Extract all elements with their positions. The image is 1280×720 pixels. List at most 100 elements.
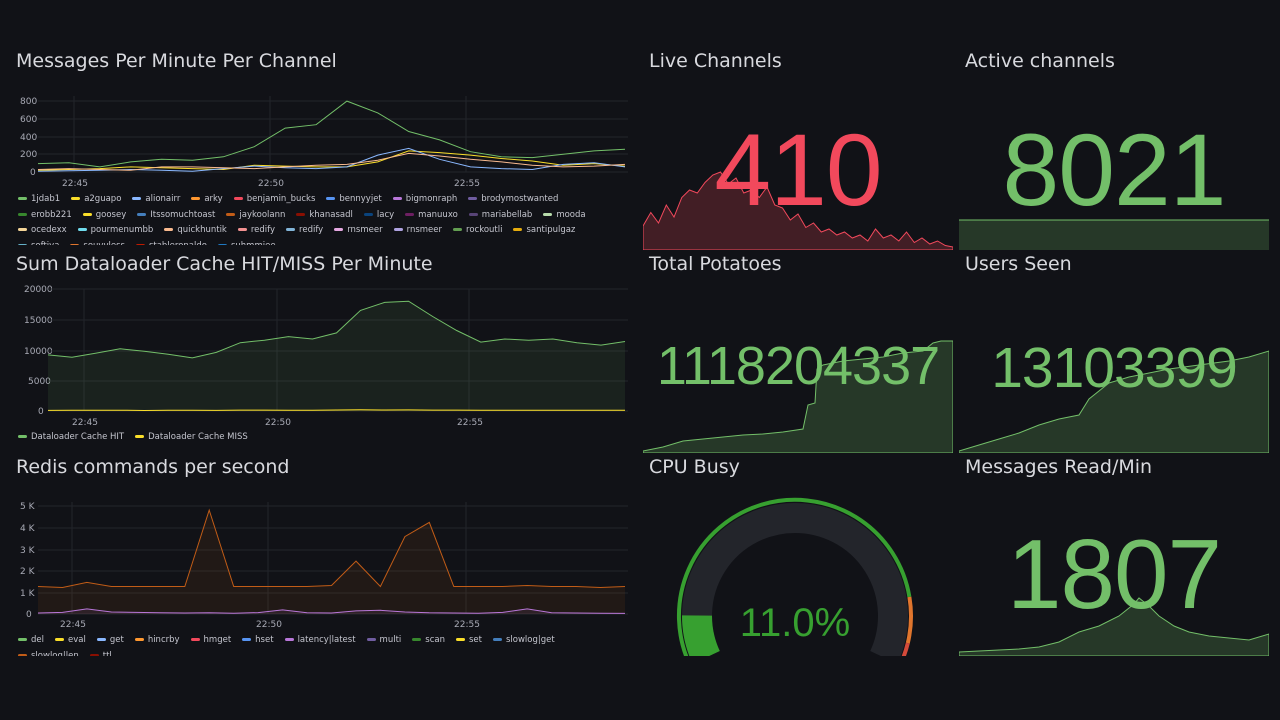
- panel-title: Messages Read/Min: [965, 456, 1153, 478]
- legend-item[interactable]: ttl: [89, 649, 112, 657]
- legend-label: redify: [299, 225, 324, 235]
- legend-item[interactable]: slowlog|len: [18, 649, 79, 656]
- legend-item[interactable]: mooda: [543, 208, 586, 224]
- y-axis: 5 K 4 K 3 K 2 K 1 K 0: [20, 502, 36, 620]
- series-line-erobb221[interactable]: [37, 100, 626, 168]
- legend-item[interactable]: rnsmeer: [334, 223, 383, 239]
- legend-item[interactable]: lacy: [363, 208, 394, 224]
- legend-item[interactable]: goosey: [82, 208, 127, 224]
- messages-chart[interactable]: 800 600 400 200 0 22:45 22:50 22:55: [10, 90, 630, 230]
- panel-title: Total Potatoes: [649, 253, 782, 275]
- legend-swatch: [18, 435, 27, 438]
- legend-label: Dataloader Cache HIT: [31, 432, 125, 442]
- legend-swatch: [334, 228, 344, 231]
- series-line-a2guapo[interactable]: [37, 150, 626, 171]
- series-line-alionairr[interactable]: [37, 147, 626, 172]
- panel-users-seen: Users Seen 13103399: [959, 253, 1269, 453]
- legend-item[interactable]: a2guapo: [71, 192, 121, 208]
- legend-swatch: [55, 638, 64, 641]
- legend-item[interactable]: ocedexx: [18, 223, 67, 239]
- legend-item[interactable]: hmget: [190, 633, 231, 649]
- legend-item[interactable]: hset: [242, 633, 274, 649]
- legend-swatch: [363, 212, 373, 216]
- legend-item[interactable]: pourmenumbb: [77, 223, 153, 239]
- legend-swatch: [137, 212, 147, 216]
- series-line-quickhuntik[interactable]: [37, 152, 626, 171]
- legend-item[interactable]: Itssomuchtoast: [137, 208, 215, 224]
- legend-item[interactable]: mariabellab: [468, 208, 532, 224]
- legend-label: brodymostwanted: [481, 194, 559, 204]
- legend-swatch: [18, 212, 27, 216]
- legend-label: ocedexx: [31, 225, 67, 235]
- legend-item[interactable]: slowlog|get: [492, 633, 555, 649]
- legend-item[interactable]: souvvless: [70, 239, 125, 245]
- legend-item[interactable]: hincrby: [134, 633, 180, 649]
- legend-item[interactable]: del: [18, 633, 44, 649]
- legend-label: suhmmiee: [231, 241, 276, 246]
- legend: 1jdab1 a2guapo alionairr arky benjamin_bucks…: [18, 192, 628, 245]
- y-tick: 15000: [24, 316, 53, 326]
- legend-label: ttl: [102, 650, 112, 657]
- legend-swatch: [135, 243, 145, 245]
- grid: [38, 502, 628, 615]
- legend-item[interactable]: scan: [412, 633, 445, 649]
- legend-item[interactable]: redify: [286, 223, 323, 239]
- legend-item[interactable]: set: [455, 633, 482, 649]
- series-line-dataloader-cache-hit[interactable]: [47, 300, 626, 359]
- y-tick: 10000: [24, 347, 53, 357]
- stat-value: 1118204337: [656, 336, 940, 396]
- series-line-get[interactable]: [37, 608, 626, 614]
- gauge-threshold-green: [676, 497, 912, 656]
- series-area: [48, 301, 625, 411]
- legend-swatch: [132, 197, 142, 200]
- legend-item[interactable]: 1jdab1: [18, 192, 60, 208]
- redis-chart[interactable]: 5 K 4 K 3 K 2 K 1 K 0 22:45 22:50 22:55: [10, 496, 630, 646]
- legend-label: goosey: [95, 209, 127, 220]
- legend-item[interactable]: erobb221: [18, 208, 72, 224]
- sparkline-area: [643, 171, 953, 250]
- legend-swatch: [70, 243, 80, 245]
- dataloader-chart[interactable]: 20000 15000 10000 5000 0 22:45 22:50 22:…: [10, 283, 630, 433]
- legend-item[interactable]: bigmonraph: [392, 192, 457, 208]
- legend-item[interactable]: redify: [237, 223, 275, 239]
- legend-item[interactable]: santipulgaz: [513, 223, 575, 239]
- legend-label: santipulgaz: [526, 225, 576, 235]
- legend-item[interactable]: jaykoolann: [226, 208, 285, 224]
- legend-swatch: [135, 435, 145, 438]
- x-tick: 22:55: [457, 418, 483, 428]
- legend-item[interactable]: brodymostwanted: [468, 192, 558, 208]
- legend-item[interactable]: latency|latest: [284, 633, 356, 649]
- series-line-dataloader-cache-miss[interactable]: [47, 409, 625, 412]
- legend-label: set: [468, 635, 482, 645]
- legend-item[interactable]: arky: [191, 192, 223, 208]
- panel-title: Users Seen: [965, 253, 1072, 275]
- legend-item[interactable]: Dataloader Cache HIT: [18, 430, 124, 446]
- series-line-slowlog-len[interactable]: [37, 508, 626, 589]
- legend-label: mooda: [556, 209, 586, 220]
- legend-item[interactable]: rnsmeer: [393, 223, 442, 239]
- legend-item[interactable]: eval: [55, 633, 86, 649]
- panel-active-channels: Active channels 8021: [959, 50, 1269, 250]
- grid: [48, 288, 628, 412]
- legend-item[interactable]: manuuxo: [405, 208, 458, 224]
- legend-item[interactable]: rockoutli: [453, 223, 502, 239]
- legend-item[interactable]: khanasadl: [296, 208, 353, 224]
- legend-item[interactable]: bennyyjet: [326, 192, 382, 208]
- sparkline-area: [959, 220, 1269, 250]
- legend-label: 1jdab1: [31, 194, 61, 204]
- stat-value: 13103399: [991, 336, 1238, 400]
- legend-item[interactable]: benjamin_bucks: [233, 192, 315, 208]
- legend-swatch: [405, 212, 415, 216]
- legend-item[interactable]: alionairr: [132, 192, 180, 208]
- legend-item[interactable]: Dataloader Cache MISS: [135, 430, 248, 446]
- legend-item[interactable]: quickhuntik: [164, 223, 227, 239]
- y-axis: 800 600 400 200 0: [20, 97, 37, 178]
- legend-item[interactable]: multi: [366, 633, 401, 649]
- legend-item[interactable]: suhmmiee: [217, 239, 276, 246]
- legend-label: latency|latest: [297, 635, 356, 645]
- legend-label: alionairr: [145, 194, 181, 204]
- sparkline-area: [959, 350, 1269, 453]
- legend-item[interactable]: get: [96, 633, 124, 649]
- legend-item[interactable]: softiya: [18, 239, 59, 245]
- legend-item[interactable]: stableronaldo: [135, 239, 207, 245]
